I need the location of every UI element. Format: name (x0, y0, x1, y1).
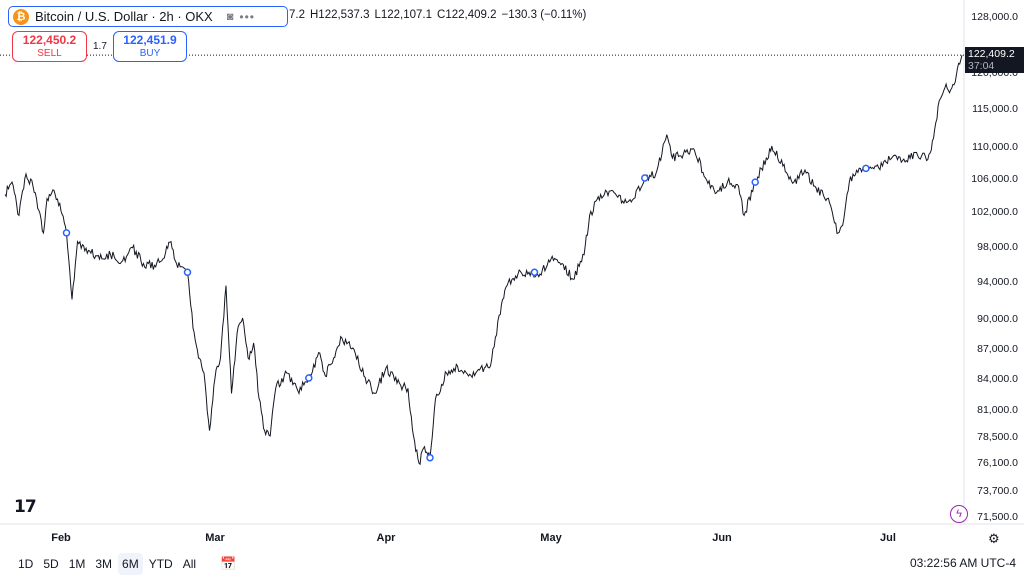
event-marker[interactable] (183, 268, 192, 277)
ohlc-close: C122,409.2 (437, 9, 497, 21)
series-group (4, 54, 963, 466)
sell-label: SELL (37, 47, 62, 59)
period-6m-button[interactable]: 6M (118, 552, 143, 575)
price-axis[interactable]: 128,000.0120,000.0115,000.0110,000.0106,… (971, 11, 1018, 523)
last-price-label: 122,409.2 37:04 (965, 47, 1024, 73)
gear-icon[interactable]: ⚙ (988, 531, 1000, 546)
ohlc-high: H122,537.3 (310, 9, 370, 21)
bitcoin-logo-icon: ₿ (13, 8, 29, 25)
event-marker[interactable] (305, 374, 313, 382)
period-1m-button[interactable]: 1M (68, 556, 86, 571)
period-5d-button[interactable]: 5D (43, 556, 59, 571)
price-tick-label: 110,000.0 (972, 141, 1018, 153)
time-tick-label: Feb (51, 532, 71, 544)
period-all-button[interactable]: All (182, 556, 197, 571)
sell-price: 122,450.2 (22, 32, 77, 47)
period-3m-button[interactable]: 3M (95, 556, 113, 571)
eye-slash-icon[interactable]: ◙ (226, 10, 234, 23)
event-marker[interactable] (530, 268, 539, 277)
period-ytd-button[interactable]: YTD (148, 556, 173, 571)
markers-group (62, 164, 870, 462)
symbol-legend[interactable]: ₿ Bitcoin / U.S. Dollar · 2h · OKX ◙ ••• (8, 6, 288, 27)
last-price-value: 122,409.2 (968, 48, 1015, 60)
price-tick-label: 115,000.0 (972, 103, 1018, 115)
ohlc-low: L122,107.1 (374, 9, 433, 21)
ohlc-values: 7.2 H122,537.3 L122,107.1 C122,409.2 −13… (289, 9, 586, 21)
lightning-icon[interactable]: ϟ (950, 505, 968, 523)
price-tick-label: 102,000.0 (971, 206, 1018, 218)
price-tick-label: 87,000.0 (977, 343, 1018, 355)
spread-value: 1.7 (93, 41, 107, 52)
time-tick-label: Jul (880, 532, 896, 544)
period-1d-button[interactable]: 1D (18, 556, 34, 571)
bottom-toolbar: 1D 5D 1M 3M 6M YTD All 📅 03:22:56 AM UTC… (0, 552, 1024, 575)
ohlc-change: −130.3 (−0.11%) (501, 9, 587, 21)
price-tick-label: 81,000.0 (977, 404, 1018, 416)
event-marker[interactable] (641, 174, 649, 182)
sell-button[interactable]: 122,450.2 SELL (12, 31, 87, 62)
time-tick-label: Mar (205, 532, 225, 544)
bar-countdown: 37:04 (968, 60, 995, 72)
event-marker[interactable] (426, 453, 434, 462)
price-tick-label: 94,000.0 (977, 276, 1018, 288)
time-axis[interactable]: Feb Mar Apr May Jun Jul (51, 532, 896, 544)
more-icon[interactable]: ••• (239, 9, 255, 24)
event-marker[interactable] (862, 164, 870, 173)
price-tick-label: 84,000.0 (977, 373, 1018, 385)
time-tick-label: Apr (377, 532, 397, 544)
buy-price: 122,451.9 (123, 32, 177, 47)
price-tick-label: 71,500.0 (977, 511, 1018, 523)
price-tick-label: 73,700.0 (977, 485, 1018, 497)
price-tick-label: 90,000.0 (977, 313, 1018, 325)
price-series-line (4, 54, 963, 466)
buy-button[interactable]: 122,451.9 BUY (113, 31, 187, 62)
calendar-icon[interactable]: 📅 (220, 555, 237, 571)
price-tick-label: 78,500.0 (977, 431, 1018, 443)
tradingview-logo[interactable]: 17 (14, 497, 37, 517)
time-tick-label: May (540, 532, 562, 544)
event-marker[interactable] (751, 178, 759, 186)
ohlc-open: 7.2 (289, 9, 305, 21)
price-tick-label: 128,000.0 (971, 11, 1018, 23)
price-tick-label: 106,000.0 (971, 173, 1018, 185)
symbol-title[interactable]: Bitcoin / U.S. Dollar · 2h · OKX (35, 9, 213, 24)
price-tick-label: 98,000.0 (977, 241, 1018, 253)
timezone-clock[interactable]: 03:22:56 AM UTC-4 (909, 556, 1016, 570)
buy-label: BUY (139, 47, 161, 59)
time-tick-label: Jun (712, 532, 732, 544)
event-marker[interactable] (62, 229, 71, 237)
price-tick-label: 76,100.0 (977, 457, 1018, 469)
